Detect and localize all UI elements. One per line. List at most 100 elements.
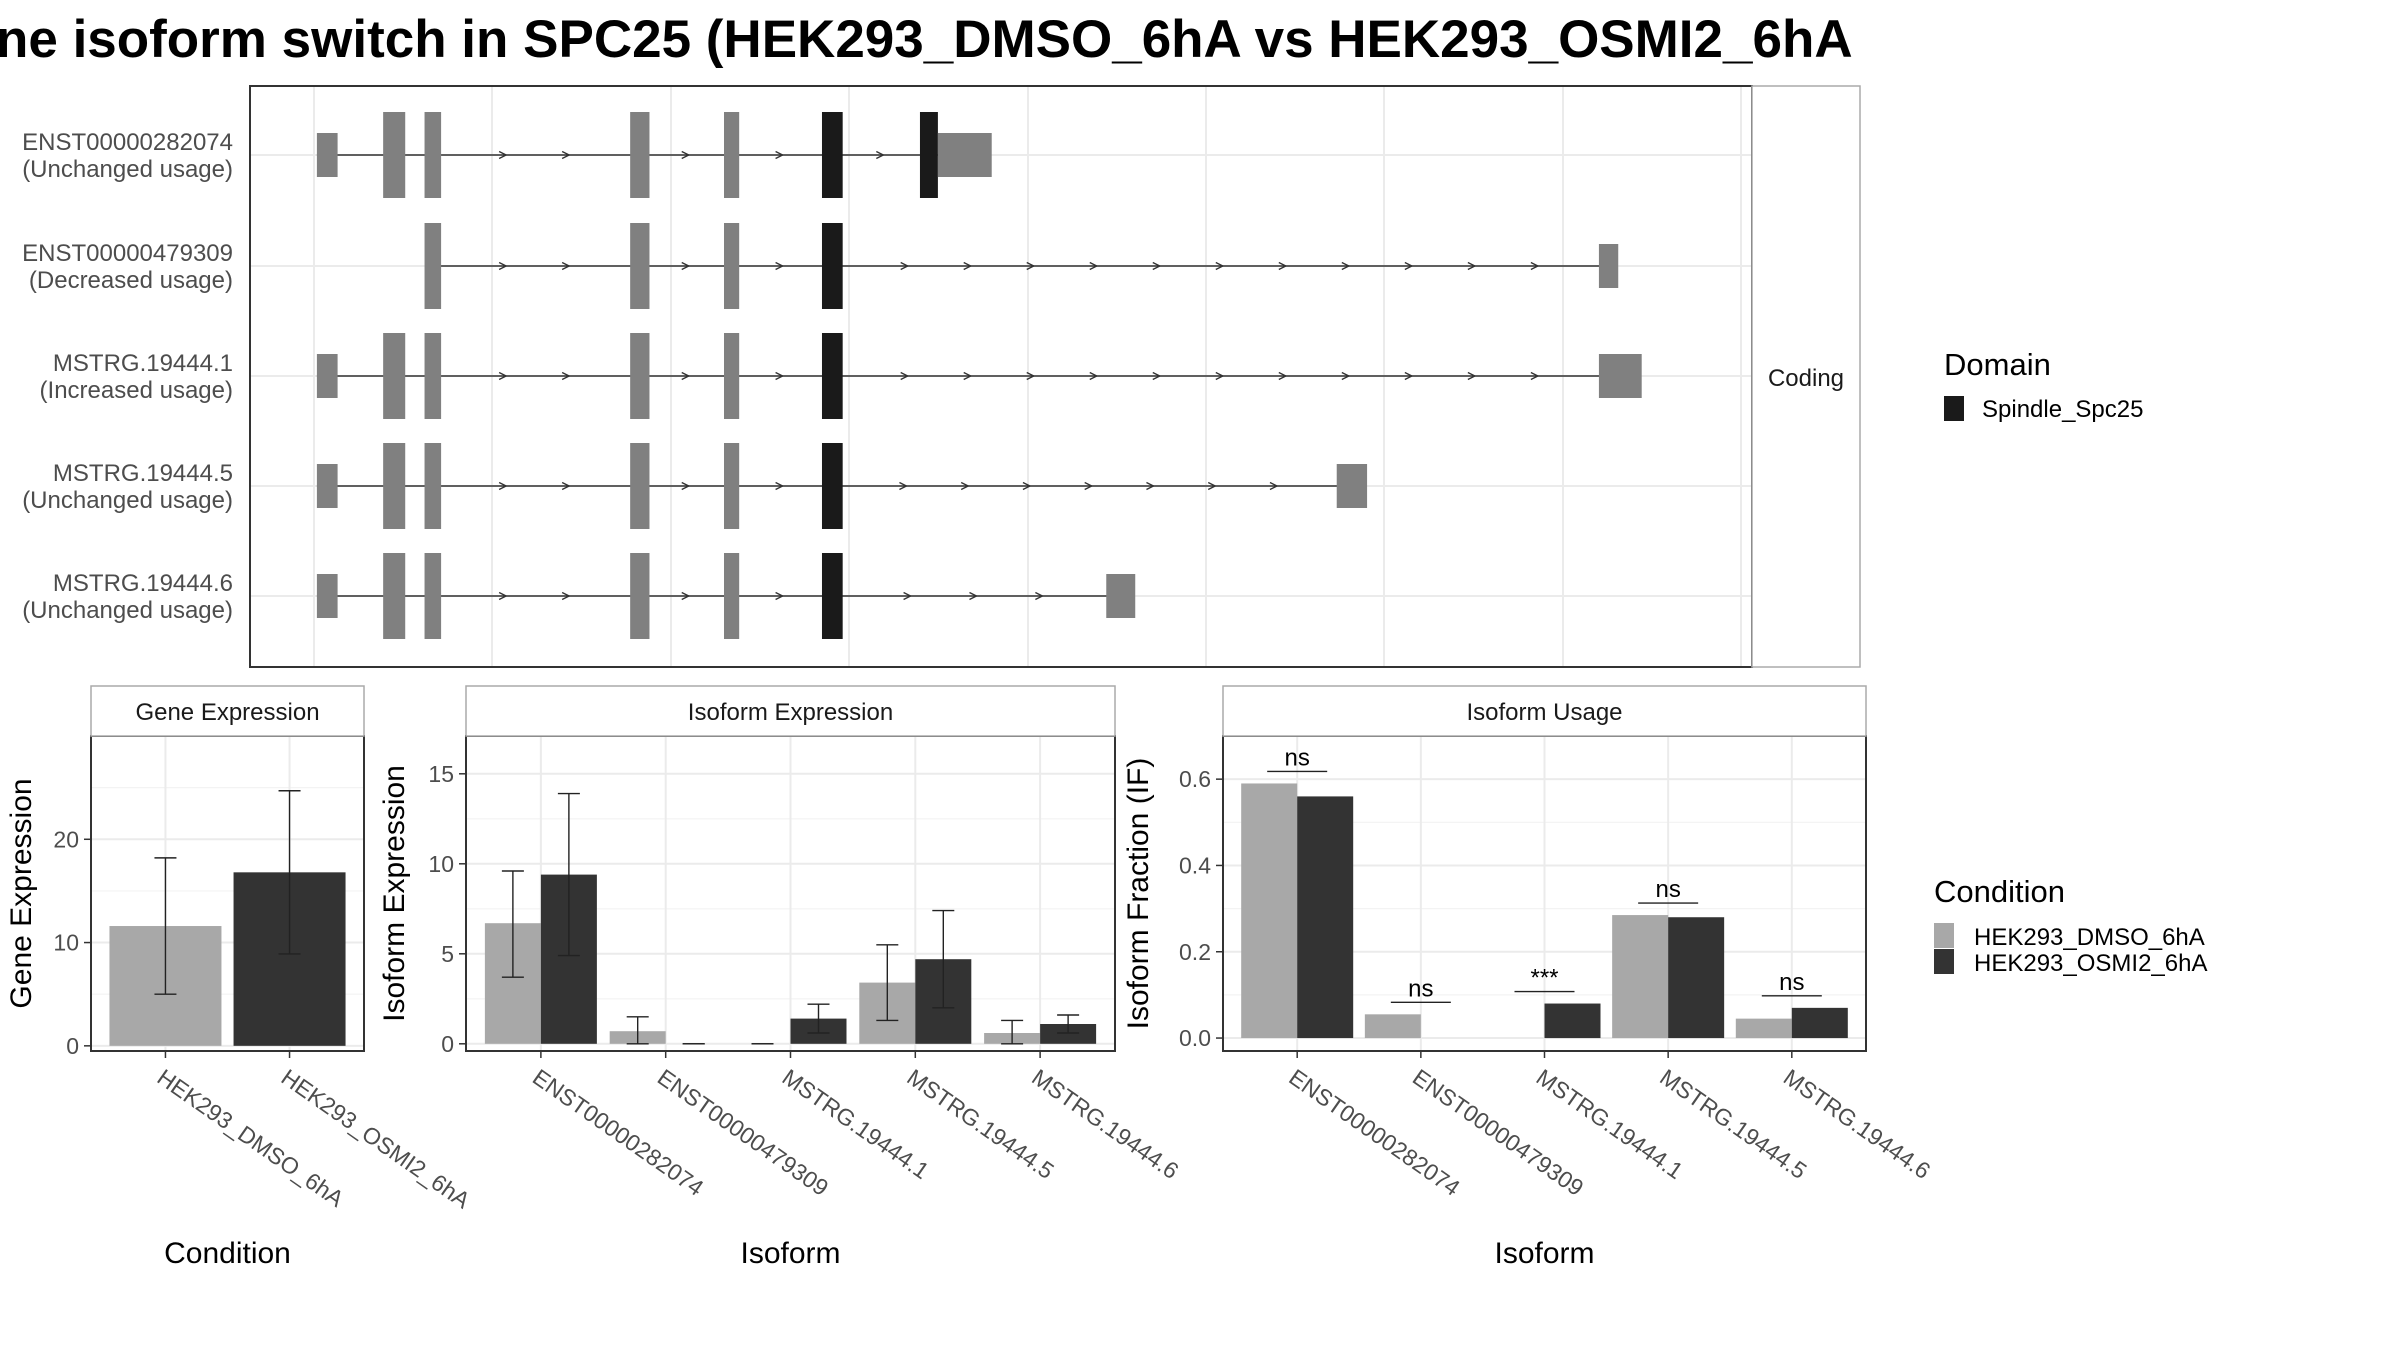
exon (424, 223, 442, 309)
exon (630, 333, 650, 419)
exon (424, 443, 442, 529)
intron-arrow (969, 591, 979, 601)
x-axis-title: Isoform (740, 1237, 840, 1270)
y-tick-label: 0.4 (1179, 852, 1211, 878)
significance-label: ns (1285, 744, 1310, 771)
bar-mstrg-19444-6-hek293-dmso-6ha (1735, 1018, 1792, 1039)
x-axis-title: Condition (164, 1237, 291, 1270)
y-axis-title: Isoform Expression (378, 765, 411, 1022)
intron-arrow (1215, 261, 1225, 271)
intron-arrow (1035, 591, 1044, 601)
y-axis-title: Gene Expression (5, 778, 38, 1008)
intron-arrow (1530, 261, 1540, 271)
intron-arrow (1026, 371, 1036, 381)
y-tick-label: 0.6 (1179, 766, 1211, 792)
facet-strip-label: Isoform Usage (1466, 699, 1622, 726)
intron-arrow (561, 261, 571, 271)
exon (630, 112, 650, 198)
y-tick-label: 10 (428, 851, 454, 877)
exon (630, 223, 650, 309)
exon-domain-spindle-spc25 (821, 223, 843, 309)
domain-legend-label-spindle: Spindle_Spc25 (1982, 396, 2143, 423)
y-tick-label: 20 (53, 826, 79, 852)
intron-arrow (1278, 261, 1288, 271)
intron-arrow (775, 261, 785, 271)
exon (1106, 574, 1136, 618)
intron-arrow (561, 591, 571, 601)
intron-arrow (775, 150, 785, 160)
isoform-expression-panel: Isoform Expression051015ENST00000282074E… (378, 685, 1184, 1270)
significance-label: ns (1408, 975, 1433, 1002)
domain-legend-key-spindle (1944, 396, 1964, 421)
x-axis-title: Isoform (1494, 1237, 1594, 1270)
significance-label: ns (1655, 876, 1680, 903)
facet-strip (465, 685, 1116, 737)
intron-arrow (1089, 261, 1099, 271)
transcript-status-label: (Increased usage) (40, 377, 233, 404)
intron-arrow (1530, 371, 1540, 381)
intron-arrow (1152, 371, 1162, 381)
intron-arrow (681, 481, 691, 491)
y-tick-label: 0.2 (1179, 939, 1211, 965)
exon (724, 443, 740, 529)
intron-arrow (1467, 261, 1477, 271)
condition-legend-label-osmi: HEK293_OSMI2_6hA (1974, 950, 2207, 977)
intron-arrow (681, 371, 691, 381)
exon (1336, 464, 1368, 508)
exon-domain-spindle-spc25 (821, 112, 843, 198)
bar-mstrg-19444-1-hek293-osmi2-6ha (1544, 1003, 1601, 1039)
condition-legend-key-dmso (1934, 923, 1954, 948)
exon (937, 133, 992, 177)
y-tick-label: 0 (66, 1033, 79, 1059)
exon-domain-spindle-spc25 (821, 553, 843, 639)
transcript-enst00000282074: ENST00000282074(Unchanged usage) (22, 112, 992, 198)
intron-arrow (876, 150, 885, 160)
bar-mstrg-19444-5-hek293-dmso-6ha (1612, 915, 1669, 1039)
exon (383, 443, 406, 529)
intron-arrow (561, 481, 571, 491)
condition-legend-key-osmi (1934, 949, 1954, 974)
intron-arrow (1207, 481, 1217, 491)
facet-strip-label: Gene Expression (135, 699, 319, 726)
intron-arrow (498, 150, 508, 160)
y-tick-label: 5 (441, 941, 454, 967)
domain-legend-title: Domain (1944, 347, 2051, 382)
intron-arrow (681, 150, 691, 160)
intron-arrow (1026, 261, 1036, 271)
exon (424, 333, 442, 419)
intron-arrow (1341, 261, 1351, 271)
bar-mstrg-19444-6-hek293-osmi2-6ha (1040, 1024, 1097, 1044)
intron-arrow (899, 481, 909, 491)
y-tick-label: 10 (53, 930, 79, 956)
intron-arrow (1278, 371, 1288, 381)
exon (383, 112, 406, 198)
intron-arrow (498, 481, 508, 491)
structure-facet-strip (1751, 85, 1861, 668)
intron-arrow (1341, 371, 1351, 381)
significance-label: *** (1530, 965, 1558, 992)
bar-enst00000282074-hek293-osmi2-6ha (1297, 796, 1354, 1039)
transcript-status-label: (Unchanged usage) (22, 487, 233, 514)
exon (630, 553, 650, 639)
intron-arrow (1146, 481, 1156, 491)
exon (383, 553, 406, 639)
intron-arrow (1404, 371, 1414, 381)
condition-legend: Condition HEK293_DMSO_6hA HEK293_OSMI2_6… (1934, 874, 2207, 977)
intron-arrow (963, 371, 973, 381)
facet-strip-label: Isoform Expression (688, 699, 893, 726)
transcript-mstrg-19444-1: MSTRG.19444.1(Increased usage) (40, 333, 1642, 419)
intron-arrow (1022, 481, 1032, 491)
facet-strip (1222, 685, 1867, 737)
exon (724, 112, 740, 198)
exon (724, 553, 740, 639)
structure-facet-label: Coding (1768, 365, 1844, 392)
exon (316, 354, 338, 398)
transcript-enst00000479309: ENST00000479309(Decreased usage) (22, 223, 1619, 309)
facet-strip (90, 685, 365, 737)
intron-arrow (1269, 481, 1279, 491)
exon (316, 133, 338, 177)
exon-domain-spindle-spc25 (821, 443, 843, 529)
intron-arrow (561, 371, 571, 381)
intron-arrow (900, 371, 910, 381)
y-tick-label: 0.0 (1179, 1025, 1211, 1051)
